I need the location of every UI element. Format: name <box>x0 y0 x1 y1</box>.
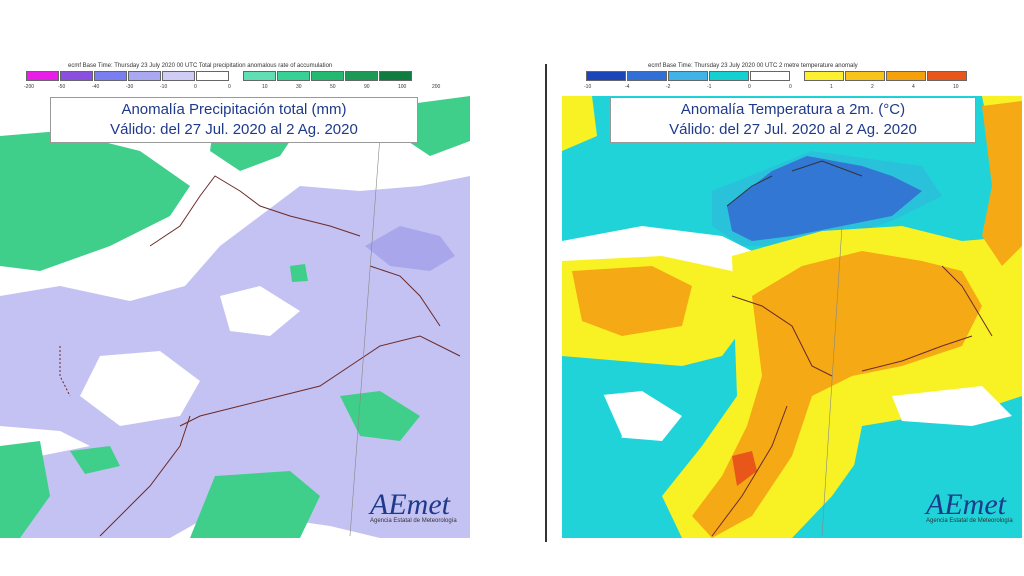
legend-tick-label: 1 <box>830 84 833 90</box>
precipitation-title-box: Anomalía Precipitación total (mm) Válido… <box>50 97 418 143</box>
legend-tick-label: 0 <box>748 84 751 90</box>
legend-tick-label: -10 <box>584 84 592 90</box>
legend-swatch <box>709 71 749 81</box>
legend-swatch <box>886 71 926 81</box>
temperature-title-box: Anomalía Temperatura a 2m. (°C) Válido: … <box>610 97 976 143</box>
positive-anomaly-north <box>0 131 190 271</box>
legend-tick-label: 10 <box>953 84 959 90</box>
legend-swatch <box>94 71 127 81</box>
legend-tick-label: 0 <box>789 84 792 90</box>
legend-tick-label: 0 <box>228 84 231 90</box>
legend-tick-label: 100 <box>398 84 407 90</box>
legend-swatch <box>60 71 93 81</box>
legend-swatch <box>162 71 195 81</box>
legend-swatch <box>845 71 885 81</box>
legend-swatch <box>804 71 844 81</box>
negative-anomaly-area <box>0 176 470 538</box>
legend-swatch <box>128 71 161 81</box>
temperature-validity: Válido: del 27 Jul. 2020 al 2 Ag. 2020 <box>669 121 917 138</box>
temperature-anomaly-panel: ecmf Base Time: Thursday 23 July 2020 00… <box>548 0 1024 576</box>
legend-swatch <box>627 71 667 81</box>
legend-tick-label: -200 <box>24 84 35 90</box>
legend-tick-label: -4 <box>625 84 630 90</box>
aemet-logo-text-right: AEmet <box>926 488 1006 521</box>
legend-tick-label: 0 <box>194 84 197 90</box>
legend-tick-label: -30 <box>126 84 134 90</box>
temperature-legend <box>586 71 968 81</box>
legend-swatch <box>26 71 59 81</box>
precipitation-validity: Válido: del 27 Jul. 2020 al 2 Ag. 2020 <box>110 121 358 138</box>
legend-swatch <box>311 71 344 81</box>
legend-swatch <box>668 71 708 81</box>
aemet-logo-subtitle-right: Agencia Estatal de Meteorología <box>926 518 1013 524</box>
aemet-logo-left: AEmet Agencia Estatal de Meteorología <box>370 488 457 524</box>
legend-tick-label: 50 <box>330 84 336 90</box>
legend-tick-label: -40 <box>92 84 100 90</box>
legend-swatch <box>277 71 310 81</box>
temperature-legend-ticks: -10 -4 -2 -1 0 0 1 2 4 10 <box>584 84 994 90</box>
negative-anomaly-darker <box>365 226 455 271</box>
temperature-caption: ecmf Base Time: Thursday 23 July 2020 00… <box>648 63 858 69</box>
precipitation-map <box>0 96 470 538</box>
temperature-map <box>562 96 1022 538</box>
precipitation-anomaly-panel: ecmf Base Time: Thursday 23 July 2020 00… <box>0 63 470 538</box>
legend-swatch <box>345 71 378 81</box>
legend-swatch <box>196 71 229 81</box>
aemet-logo-right: AEmet Agencia Estatal de Meteorología <box>926 488 1013 524</box>
legend-tick-label: -10 <box>160 84 168 90</box>
legend-tick-label: 10 <box>262 84 268 90</box>
legend-swatch <box>586 71 626 81</box>
legend-swatch <box>927 71 967 81</box>
legend-tick-label: -50 <box>58 84 66 90</box>
legend-tick-label: 200 <box>432 84 441 90</box>
precipitation-legend <box>26 71 413 81</box>
temperature-title: Anomalía Temperatura a 2m. (°C) <box>680 101 906 118</box>
precipitation-legend-ticks: -200 -50 -40 -30 -10 0 0 10 30 50 90 100 200 <box>24 84 466 90</box>
hot-anomaly <box>572 266 692 336</box>
legend-tick-label: 90 <box>364 84 370 90</box>
legend-tick-label: -2 <box>666 84 671 90</box>
legend-swatch <box>379 71 412 81</box>
legend-swatch <box>243 71 276 81</box>
legend-swatch <box>750 71 790 81</box>
precipitation-title: Anomalía Precipitación total (mm) <box>121 101 347 118</box>
legend-tick-label: -1 <box>707 84 712 90</box>
legend-tick-label: 30 <box>296 84 302 90</box>
very-cold-anomaly <box>727 156 922 241</box>
panel-divider <box>545 64 547 542</box>
precipitation-caption: ecmf Base Time: Thursday 23 July 2020 00… <box>68 63 333 69</box>
legend-tick-label: 4 <box>912 84 915 90</box>
aemet-logo-subtitle: Agencia Estatal de Meteorología <box>370 518 457 524</box>
legend-tick-label: 2 <box>871 84 874 90</box>
aemet-logo-text: AEmet <box>370 488 450 521</box>
